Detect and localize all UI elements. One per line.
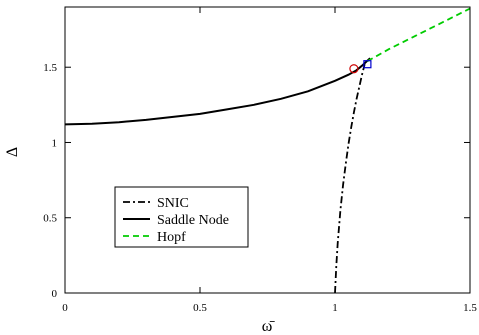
x-axis-title: ω̄ bbox=[262, 318, 276, 335]
circle-marker bbox=[349, 64, 359, 74]
y-tick-label: 1.5 bbox=[43, 62, 57, 74]
y-tick-label: 0.5 bbox=[43, 213, 57, 225]
marker-layer bbox=[349, 60, 372, 74]
legend-label: Hopf bbox=[157, 230, 186, 245]
x-tick-label: 0.5 bbox=[193, 302, 207, 314]
series-line-saddle-node bbox=[65, 57, 371, 126]
x-tick-label: 0 bbox=[62, 302, 68, 314]
y-tick-label: 1 bbox=[52, 137, 58, 149]
plot-frame bbox=[64, 6, 471, 294]
square-marker bbox=[363, 60, 372, 69]
y-axis-ticks: 0 0.5 1 1.5 bbox=[43, 62, 470, 300]
x-tick-label: 1 bbox=[332, 302, 338, 314]
y-axis-title: Δ bbox=[4, 147, 21, 157]
y-tick-label: 0 bbox=[52, 288, 58, 300]
legend-box bbox=[114, 186, 249, 248]
series-line-hopf bbox=[366, 7, 470, 62]
legend-label: Saddle Node bbox=[157, 213, 229, 228]
series-line-snic bbox=[334, 63, 366, 293]
legend-label: SNIC bbox=[157, 196, 189, 211]
x-axis-ticks: 0 0.5 1 1.5 bbox=[62, 7, 477, 314]
series-layer bbox=[65, 7, 470, 293]
x-tick-label: 1.5 bbox=[463, 302, 477, 314]
legend: SNIC Saddle Node Hopf bbox=[114, 186, 249, 248]
